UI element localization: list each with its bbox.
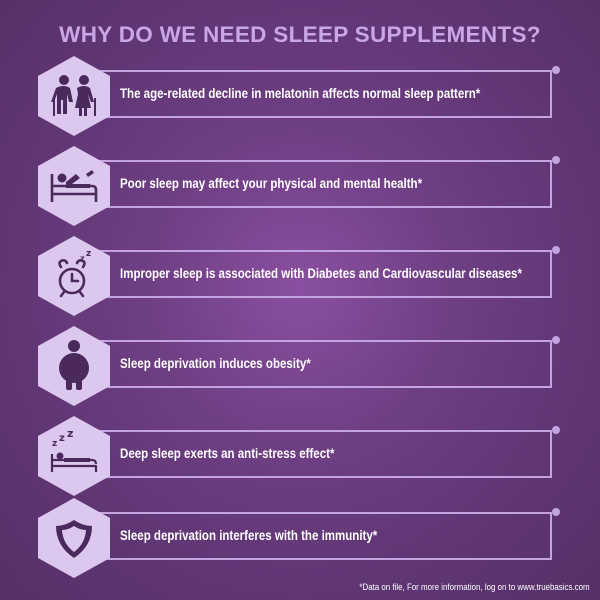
shield-icon <box>36 496 112 580</box>
elderly-couple-icon <box>36 54 112 138</box>
item-text: Deep sleep exerts an anti-stress effect* <box>120 446 335 461</box>
frame-dot <box>552 156 560 164</box>
list-item: The age-related decline in melatonin aff… <box>0 52 600 140</box>
svg-text:z: z <box>59 433 65 444</box>
frame-dot <box>552 426 560 434</box>
svg-text:z: z <box>80 254 85 263</box>
list-item: Poor sleep may affect your physical and … <box>0 142 600 230</box>
obese-person-icon <box>36 324 112 408</box>
frame-dot <box>552 336 560 344</box>
page-title: WHY DO WE NEED SLEEP SUPPLEMENTS? <box>59 22 541 47</box>
sleeping-zzz-icon: z z z <box>36 414 112 498</box>
item-text: Improper sleep is associated with Diabet… <box>120 266 522 281</box>
alarm-clock-icon: z z <box>36 234 112 318</box>
svg-text:z: z <box>52 439 57 449</box>
svg-text:z: z <box>67 427 73 440</box>
item-text: Sleep deprivation induces obesity* <box>120 356 311 371</box>
list-item: z z Improper sleep is associated with Di… <box>0 232 600 320</box>
item-text: The age-related decline in melatonin aff… <box>120 86 481 101</box>
svg-text:z: z <box>86 249 91 259</box>
item-text: Sleep deprivation interferes with the im… <box>120 528 378 543</box>
list-item: z z z Deep sleep exerts an anti-stress e… <box>0 412 600 500</box>
person-in-bed-icon <box>36 144 112 228</box>
list-item: Sleep deprivation interferes with the im… <box>0 494 600 582</box>
frame-dot <box>552 246 560 254</box>
frame-dot <box>552 66 560 74</box>
footnote: *Data on file, For more information, log… <box>359 582 590 592</box>
item-text: Poor sleep may affect your physical and … <box>120 176 423 191</box>
frame-dot <box>552 508 560 516</box>
list-item: Sleep deprivation induces obesity* <box>0 322 600 410</box>
